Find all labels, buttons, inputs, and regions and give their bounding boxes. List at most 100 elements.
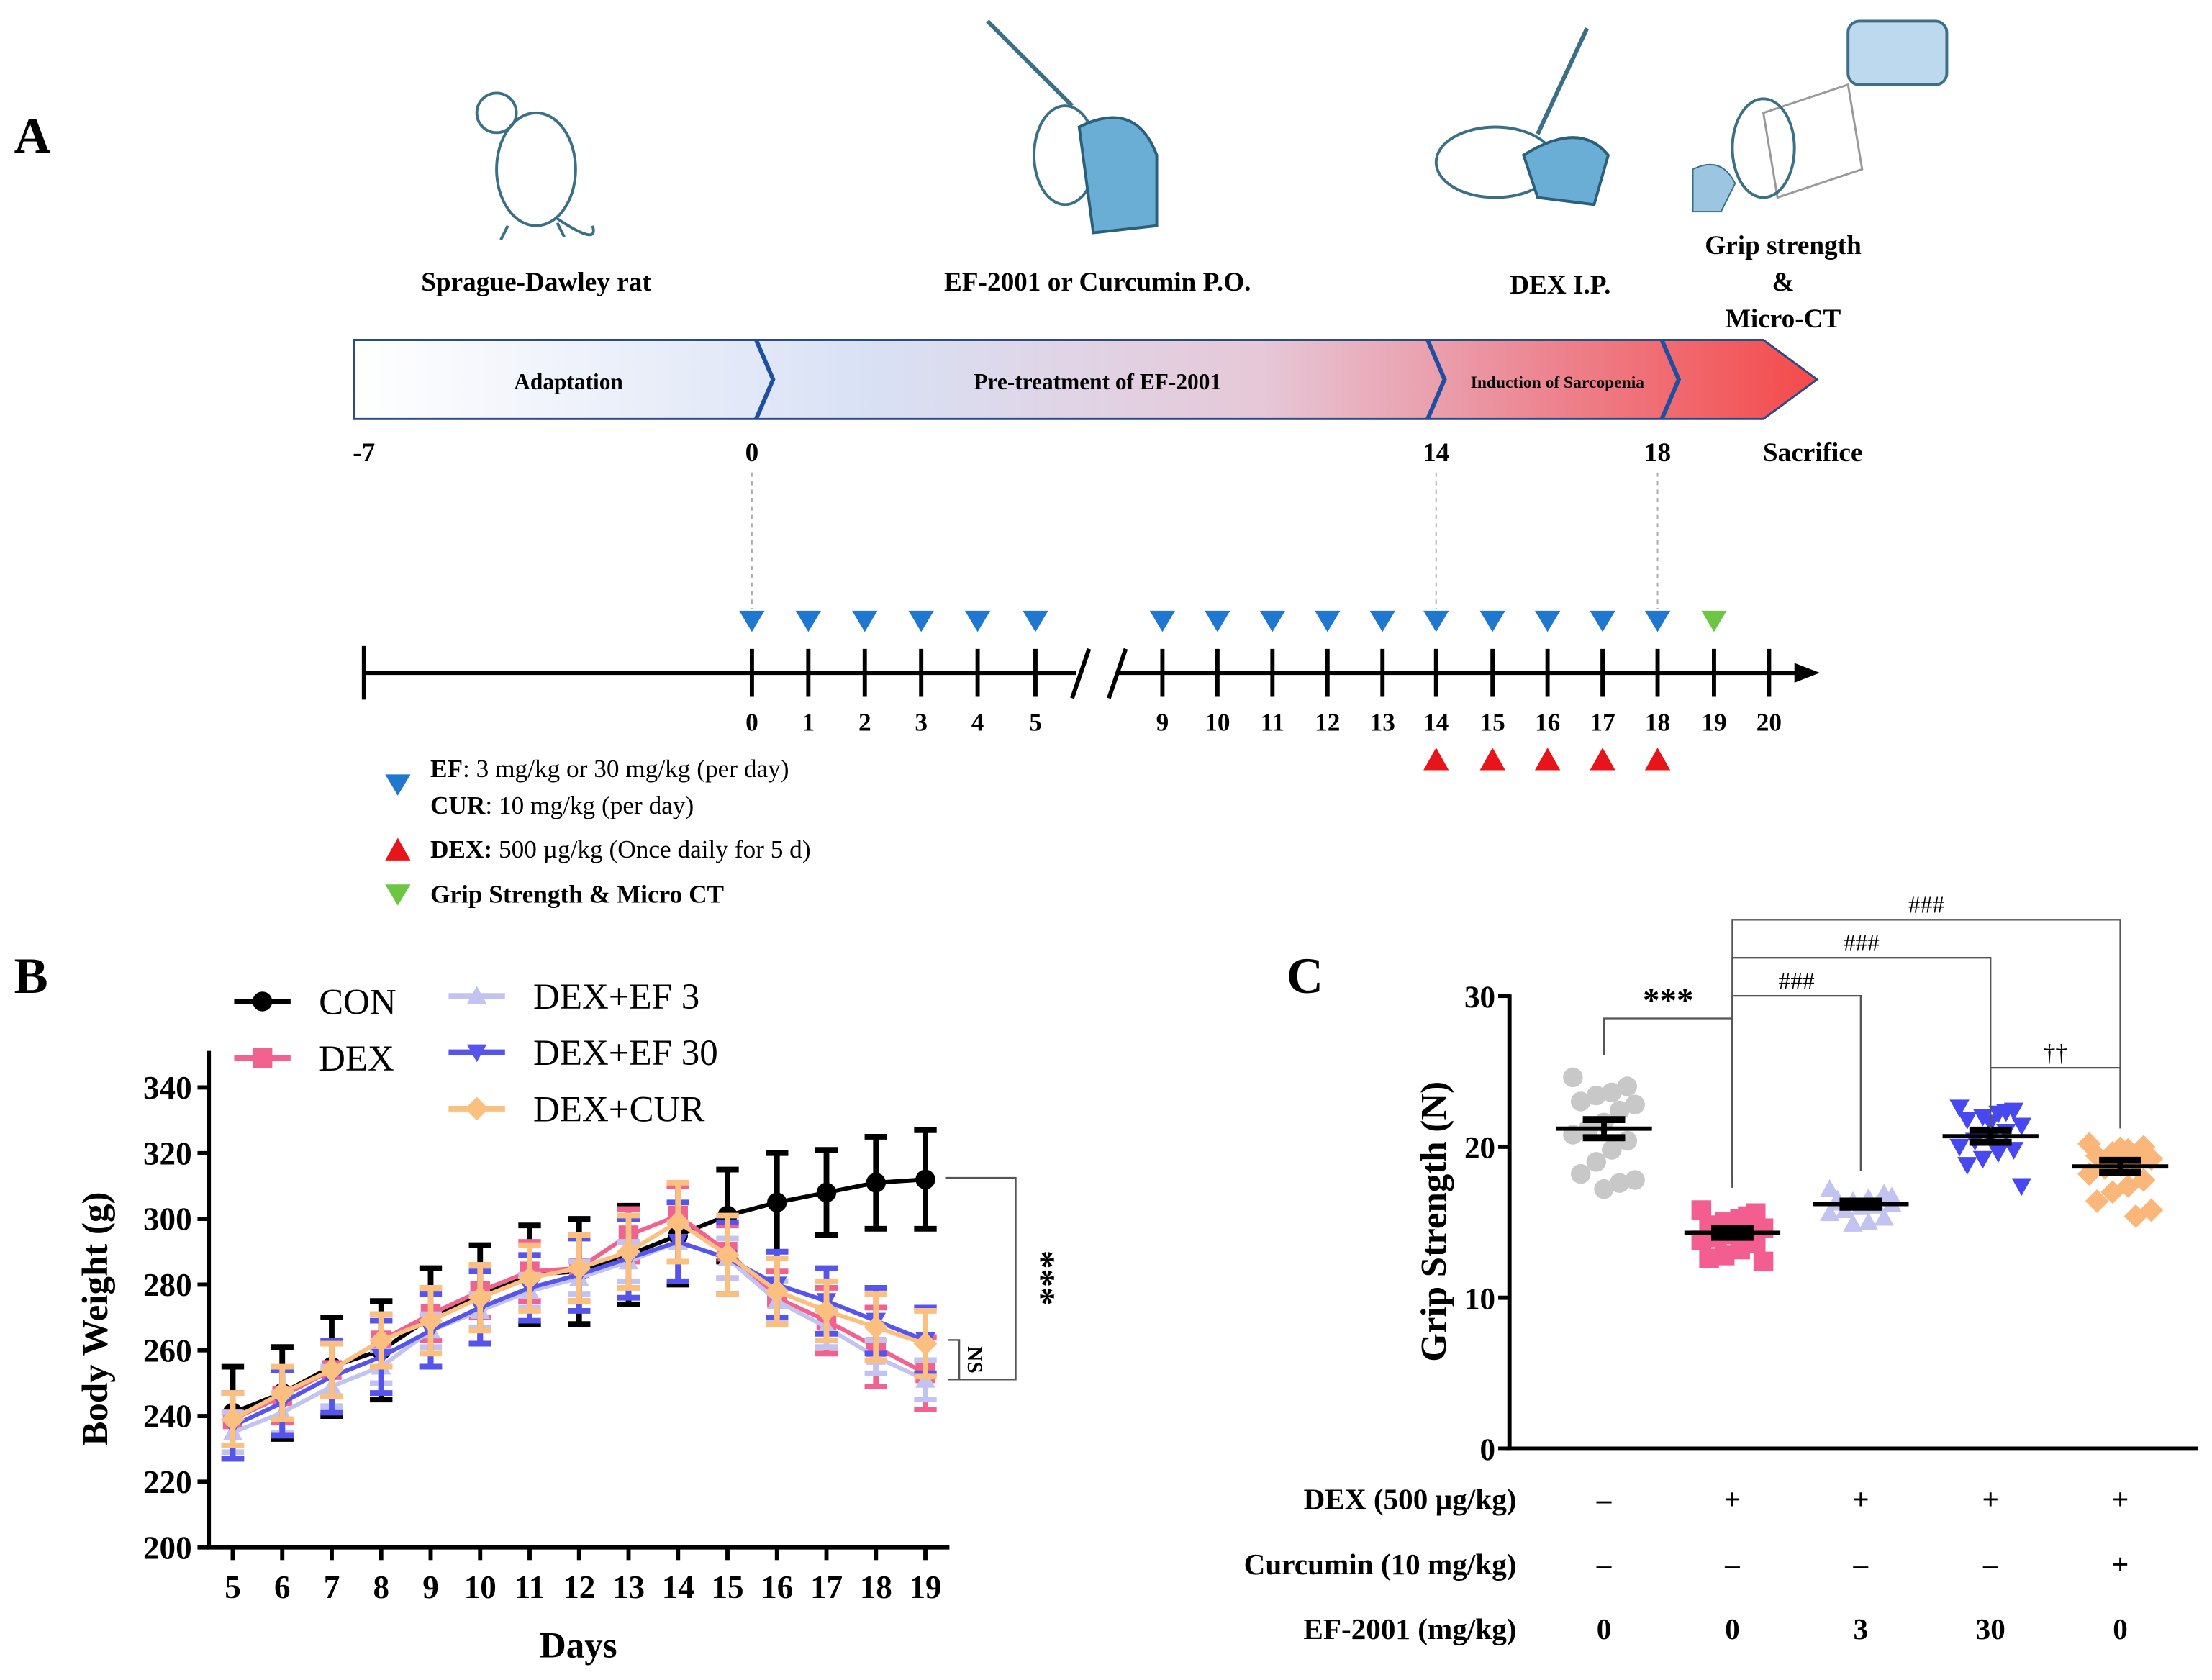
treatment-value: 0 (2113, 1612, 2128, 1645)
legend-label: DEX+EF 3 (533, 977, 699, 1017)
series-dex-cur: DEX+CUR (221, 1090, 938, 1449)
y-axis-title: Body Weight (g) (76, 1192, 116, 1446)
dex-legend: DEX: 500 µg/kg (Once daily for 5 d) (430, 835, 811, 863)
data-point (816, 1182, 837, 1203)
cur-legend: CUR: 10 mg/kg (per day) (430, 791, 694, 819)
ef-dose-triangle-icon (1479, 610, 1505, 632)
step-label-grip: Grip strength (1705, 231, 1862, 260)
data-point (1874, 1207, 1894, 1226)
significance-bracket (1603, 1017, 1733, 1182)
y-tick-label: 220 (143, 1464, 192, 1500)
significance-label: *** (1643, 982, 1694, 1020)
dex-legend-triangle-icon (385, 837, 411, 861)
treatment-value: 30 (1976, 1612, 2005, 1645)
panel-b-label: B (14, 948, 48, 1004)
legend-label: CON (319, 983, 396, 1023)
x-tick-label: 12 (563, 1569, 595, 1605)
ef-dose-triangle-icon (1149, 610, 1176, 632)
ef-dose-triangle-icon (1369, 610, 1395, 632)
y-tick-label: 240 (143, 1399, 192, 1435)
panel-c-label: C (1287, 948, 1323, 1004)
x-tick-label: 14 (662, 1569, 694, 1605)
dex-legend-bold: DEX: (430, 835, 492, 863)
data-point (1609, 1100, 1630, 1121)
data-point (1699, 1248, 1719, 1268)
dosing-timeline: 0 1 2 3 4 5 9 10 11 12 13 14 15 16 17 18 19 20 (361, 610, 1820, 771)
grip-legend-triangle-icon (385, 884, 411, 906)
significance-label: †† (2044, 1040, 2067, 1066)
y-tick-label: 0 (1480, 1433, 1496, 1467)
treatment-value: + (1982, 1483, 1998, 1516)
timeline-day-label: 14 (1423, 709, 1449, 737)
dex-dose-triangle-icon (1590, 748, 1615, 771)
data-point (1586, 1152, 1606, 1172)
data-point (1988, 1145, 2008, 1163)
ef-dose-triangle-icon (908, 610, 934, 632)
timeline-day-label: 9 (1156, 709, 1169, 737)
ef-dose-triangle-icon (964, 610, 991, 632)
significance-bracket (1990, 1066, 2121, 1129)
treatment-value: + (1852, 1483, 1869, 1516)
treatment-value: + (1724, 1483, 1741, 1516)
step-label-microct: Micro-CT (1726, 304, 1841, 334)
data-point (2123, 1204, 2148, 1228)
data-point (1949, 1138, 1970, 1157)
y-tick-label: 30 (1464, 981, 1495, 1014)
legend-marker (252, 1048, 273, 1068)
treatment-row-label: EF-2001 (mg/kg) (1303, 1612, 1516, 1646)
y-tick-label: 260 (143, 1332, 192, 1368)
data-point (2131, 1168, 2156, 1192)
data-point (1586, 1085, 1606, 1106)
data-point (767, 1192, 787, 1212)
ef-dose-triangle-icon (1644, 610, 1671, 632)
data-point (1996, 1104, 2016, 1122)
x-tick-label: 5 (225, 1569, 241, 1605)
treatment-value: + (2112, 1483, 2129, 1516)
dex-dose-triangle-icon (1479, 748, 1505, 771)
ef-dose-triangle-icon (1423, 610, 1449, 632)
data-point (2131, 1135, 2156, 1159)
data-point (1957, 1157, 1977, 1175)
ef-dose-triangle-icon (852, 610, 878, 632)
legend-label: DEX+CUR (533, 1090, 704, 1130)
phase-day-14: 14 (1423, 438, 1449, 468)
phase-pretreatment: Pre-treatment of EF-2001 (974, 369, 1221, 394)
legend-label: DEX (319, 1039, 394, 1079)
y-tick-label: 320 (143, 1135, 192, 1171)
timeline-day-label: 1 (802, 709, 815, 737)
phase-arrow-bar (353, 339, 1819, 420)
data-point (1570, 1091, 1591, 1112)
group-dex-cur (2072, 1132, 2169, 1228)
ef-dose-triangle-icon (739, 610, 765, 632)
phase-induction: Induction of Sarcopenia (1471, 373, 1645, 392)
ef-dose-triangle-icon (1315, 610, 1341, 632)
treatment-row-label: Curcumin (10 mg/kg) (1244, 1548, 1517, 1581)
timeline-day-label: 2 (858, 709, 871, 737)
treatment-value: 0 (1725, 1612, 1740, 1645)
panel-a: A Sprague-Dawley rat EF-2001 or Curcumin… (14, 19, 1949, 909)
ef-dose-triangle-icon (1023, 610, 1048, 632)
ef-legend-text: : 3 mg/kg or 30 mg/kg (per day) (463, 755, 789, 783)
x-tick-label: 6 (274, 1569, 291, 1605)
data-point (1570, 1163, 1591, 1184)
data-point (1949, 1099, 1970, 1118)
phase-day-18: 18 (1644, 438, 1671, 468)
phase-day-minus7: -7 (353, 438, 375, 468)
timeline-day-label: 11 (1261, 709, 1284, 737)
data-point (1609, 1173, 1630, 1193)
step-label-rat: Sprague-Dawley rat (421, 268, 651, 297)
group-dex-ef-3 (1813, 1179, 1909, 1232)
timeline-day-label: 4 (971, 709, 984, 737)
treatment-value: – (1982, 1548, 1998, 1581)
ef-dose-triangle-icon (1259, 610, 1285, 632)
data-point (866, 1173, 886, 1193)
data-point (1602, 1082, 1622, 1103)
x-tick-label: 15 (711, 1569, 743, 1605)
step-label-po: EF-2001 or Curcumin P.O. (944, 268, 1251, 297)
data-point (2003, 1142, 2024, 1160)
dex-dose-triangle-icon (1423, 748, 1449, 771)
x-tick-label: 7 (324, 1569, 340, 1605)
data-point (1843, 1214, 1863, 1232)
oral-gavage-illustration (986, 19, 1159, 235)
